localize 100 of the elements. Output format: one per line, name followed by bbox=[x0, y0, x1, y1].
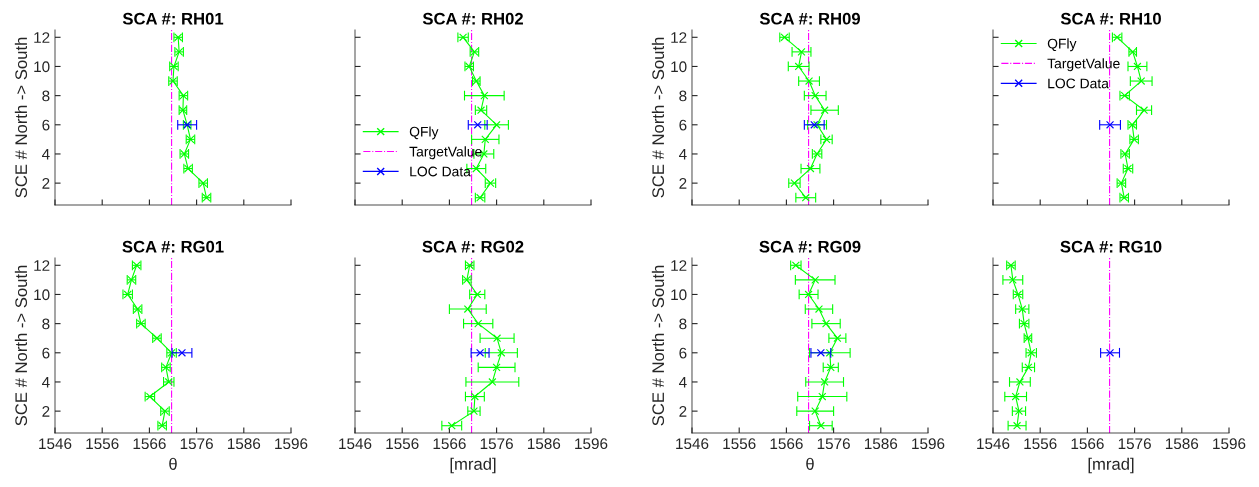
y-tick-label: 4 bbox=[41, 148, 50, 160]
point bbox=[826, 363, 835, 372]
chart-title: SCA #: RH02 bbox=[422, 12, 523, 25]
x-tick-label: 1546 bbox=[676, 438, 709, 450]
x-tick-label: 1546 bbox=[339, 438, 372, 450]
point bbox=[805, 77, 814, 86]
point bbox=[476, 348, 485, 357]
point bbox=[493, 334, 502, 343]
point bbox=[497, 348, 506, 357]
x-tick-label: 1566 bbox=[133, 438, 166, 450]
y-tick-label: 10 bbox=[671, 289, 687, 301]
x-tick-label: 1576 bbox=[480, 438, 513, 450]
x-tick-label: 1596 bbox=[275, 438, 308, 450]
point bbox=[818, 392, 827, 401]
y-axis-title: SCE # North -> South bbox=[14, 37, 28, 198]
x-tick-label: 1586 bbox=[227, 438, 261, 450]
x-axis-title: [mrad] bbox=[1088, 457, 1134, 474]
x-axis-title: [mrad] bbox=[450, 457, 496, 474]
point bbox=[820, 106, 829, 115]
y-tick-label: 8 bbox=[42, 318, 50, 330]
y-tick-label: 8 bbox=[679, 90, 687, 102]
chart-title: SCA #: RG09 bbox=[759, 240, 861, 253]
x-tick-label: 1576 bbox=[817, 438, 850, 450]
point bbox=[1013, 421, 1022, 430]
y-tick-label: 10 bbox=[671, 61, 687, 73]
point bbox=[1015, 377, 1024, 386]
point bbox=[463, 305, 472, 314]
point bbox=[811, 91, 820, 100]
y-tick-label: 4 bbox=[678, 148, 687, 160]
point bbox=[480, 91, 489, 100]
x-tick-label: 1576 bbox=[1118, 438, 1151, 450]
point bbox=[814, 305, 823, 314]
y-tick-label: 10 bbox=[34, 61, 50, 73]
point bbox=[1106, 120, 1115, 129]
x-tick-label: 1556 bbox=[723, 438, 756, 450]
point bbox=[470, 392, 479, 401]
point bbox=[1008, 275, 1017, 284]
point bbox=[811, 407, 820, 416]
y-tick-label: 8 bbox=[42, 90, 50, 102]
x-tick-label: 1556 bbox=[86, 438, 119, 450]
x-tick-label: 1596 bbox=[575, 438, 608, 450]
chart-title: SCA #: RG10 bbox=[1060, 240, 1162, 253]
y-tick-label: 6 bbox=[679, 347, 687, 359]
chart-title: SCA #: RH01 bbox=[122, 12, 224, 25]
y-axis-title: SCE # North -> South bbox=[14, 265, 28, 426]
point bbox=[801, 193, 810, 202]
y-tick-label: 8 bbox=[679, 318, 687, 330]
x-tick-label: 1556 bbox=[1024, 438, 1057, 450]
x-tick-label: 1566 bbox=[433, 438, 466, 450]
point bbox=[1014, 407, 1023, 416]
x-tick-label: 1586 bbox=[527, 438, 561, 450]
point bbox=[797, 47, 806, 56]
point bbox=[492, 120, 501, 129]
point bbox=[806, 164, 815, 173]
point bbox=[1137, 77, 1146, 86]
point bbox=[816, 421, 825, 430]
y-tick-label: 4 bbox=[678, 376, 687, 388]
y-tick-label: 2 bbox=[42, 405, 50, 417]
x-tick-label: 1546 bbox=[977, 438, 1010, 450]
x-tick-label: 1556 bbox=[386, 438, 419, 450]
legend-label: LOC Data bbox=[410, 166, 471, 177]
point bbox=[811, 275, 820, 284]
point bbox=[816, 348, 825, 357]
y-tick-label: 2 bbox=[679, 177, 687, 189]
y-tick-label: 4 bbox=[41, 376, 50, 388]
legend-label: LOC Data bbox=[1048, 78, 1109, 89]
x-tick-label: 1586 bbox=[1165, 438, 1199, 450]
point bbox=[822, 319, 831, 328]
y-tick-label: 12 bbox=[671, 32, 687, 43]
point bbox=[474, 319, 483, 328]
x-tick-label: 1596 bbox=[912, 438, 945, 450]
point bbox=[473, 120, 482, 129]
point bbox=[492, 363, 501, 372]
point bbox=[1140, 106, 1149, 115]
point bbox=[447, 421, 456, 430]
x-tick-label: 1566 bbox=[1071, 438, 1104, 450]
y-axis-title: SCE # North -> South bbox=[651, 265, 665, 426]
legend-label: QFly bbox=[409, 126, 439, 140]
y-axis-title: SCE # North -> South bbox=[651, 37, 665, 198]
y-tick-label: 6 bbox=[42, 347, 50, 359]
y-tick-label: 2 bbox=[42, 177, 50, 189]
x-tick-label: 1566 bbox=[770, 438, 803, 450]
x-axis-title: θ bbox=[169, 457, 177, 470]
chart-title: SCA #: RG02 bbox=[422, 240, 524, 253]
ref-line-label: TargetValue bbox=[1047, 58, 1120, 72]
point bbox=[825, 348, 834, 357]
y-tick-label: 6 bbox=[42, 119, 50, 131]
point bbox=[473, 290, 482, 299]
point bbox=[1133, 62, 1142, 71]
x-tick-label: 1576 bbox=[180, 438, 213, 450]
point bbox=[820, 377, 829, 386]
y-tick-label: 12 bbox=[34, 32, 50, 43]
chart-title: SCA #: RG01 bbox=[122, 240, 224, 253]
chart-title: SCA #: RH10 bbox=[1060, 12, 1161, 25]
point bbox=[833, 334, 842, 343]
x-tick-label: 1546 bbox=[39, 438, 72, 450]
point bbox=[804, 290, 813, 299]
point bbox=[472, 164, 481, 173]
x-tick-label: 1596 bbox=[1213, 438, 1246, 450]
x-tick-label: 1586 bbox=[864, 438, 898, 450]
